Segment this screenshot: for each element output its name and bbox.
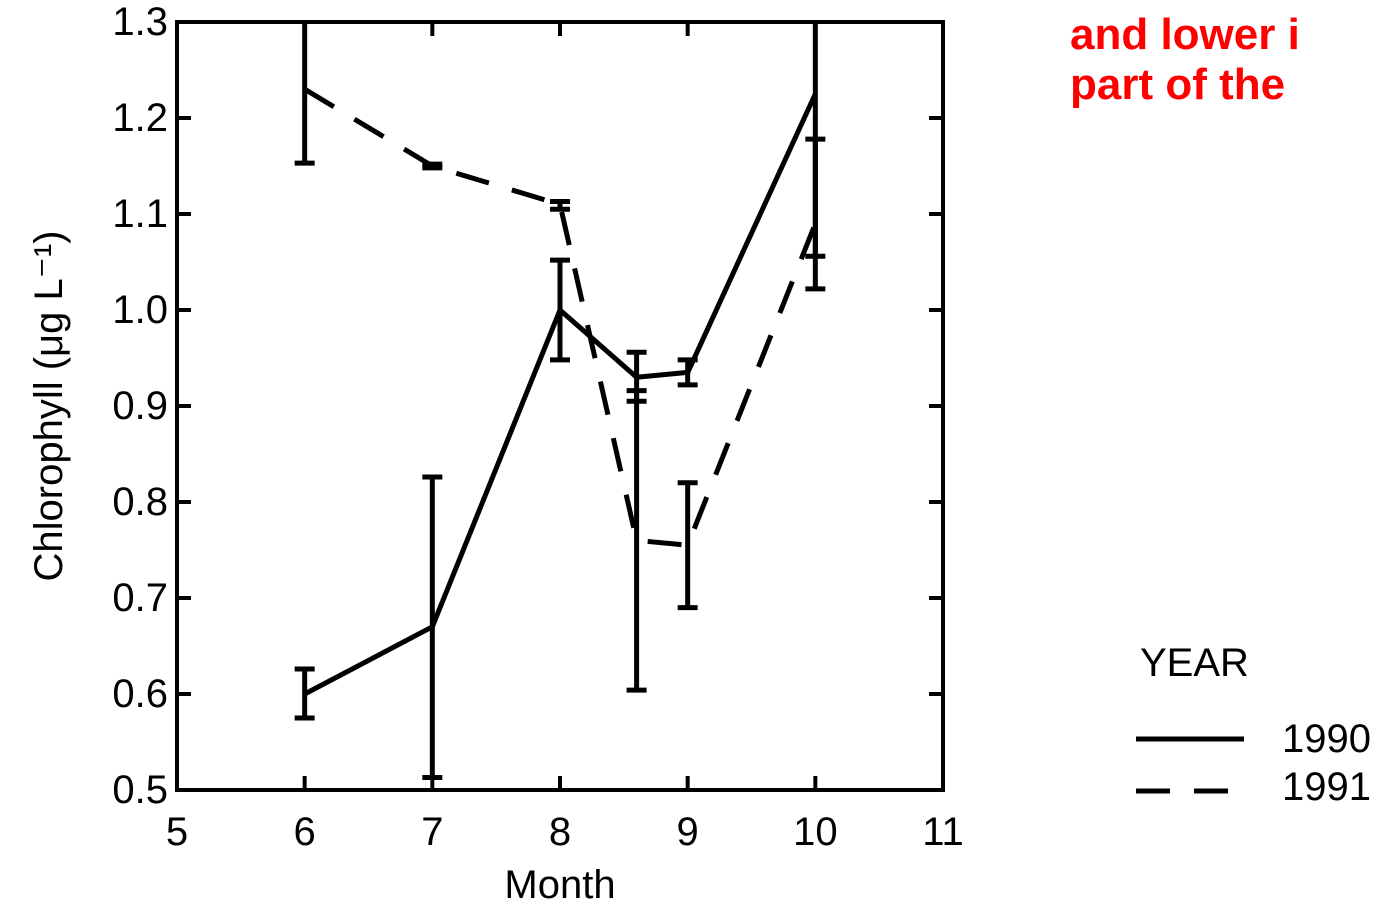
- y-tick-label: 0.6: [112, 672, 168, 716]
- legend-title: YEAR: [1140, 641, 1249, 685]
- series-lines: [303, 87, 818, 697]
- x-tick-label: 6: [294, 810, 316, 854]
- x-tick-label: 8: [549, 810, 571, 854]
- annotation-line-2: part of the: [1070, 60, 1286, 109]
- error-bars: [294, 22, 826, 781]
- y-tick-label: 0.5: [112, 768, 168, 812]
- x-tick-label: 11: [922, 810, 964, 854]
- legend: YEAR 1990 1991: [1136, 641, 1371, 809]
- annotation-line-1: and lower i: [1070, 10, 1300, 59]
- series-line-1991: [303, 87, 818, 548]
- y-tick-label: 0.9: [112, 384, 168, 428]
- y-tick-label: 1.2: [112, 96, 168, 140]
- series-line-1990: [303, 92, 818, 697]
- y-axis-label: Chlorophyll (μg L⁻¹): [27, 231, 71, 582]
- x-tick-labels: 5 6 7 8 9 10 11: [166, 810, 964, 854]
- y-tick-labels: 0.5 0.6 0.7 0.8 0.9 1.0 1.1 1.2 1.3: [112, 0, 168, 812]
- x-axis-label: Month: [504, 863, 615, 907]
- y-tick-label: 1.3: [112, 0, 168, 44]
- axis-ticks: [175, 20, 945, 792]
- y-axis-label-main: Chlorophyll (μg L⁻¹): [27, 231, 71, 582]
- x-tick-label: 5: [166, 810, 188, 854]
- x-tick-label: 10: [793, 810, 838, 854]
- x-tick-label: 7: [421, 810, 443, 854]
- y-tick-label: 1.0: [112, 288, 168, 332]
- y-tick-label: 1.1: [112, 192, 168, 236]
- plot-frame: [175, 20, 945, 792]
- legend-label-1990: 1990: [1282, 717, 1371, 761]
- legend-label-1991: 1991: [1282, 765, 1371, 809]
- y-tick-label: 0.8: [112, 480, 168, 524]
- x-tick-label: 9: [677, 810, 699, 854]
- y-tick-label: 0.7: [112, 576, 168, 620]
- annotation-text: and lower i part of the: [1070, 10, 1300, 110]
